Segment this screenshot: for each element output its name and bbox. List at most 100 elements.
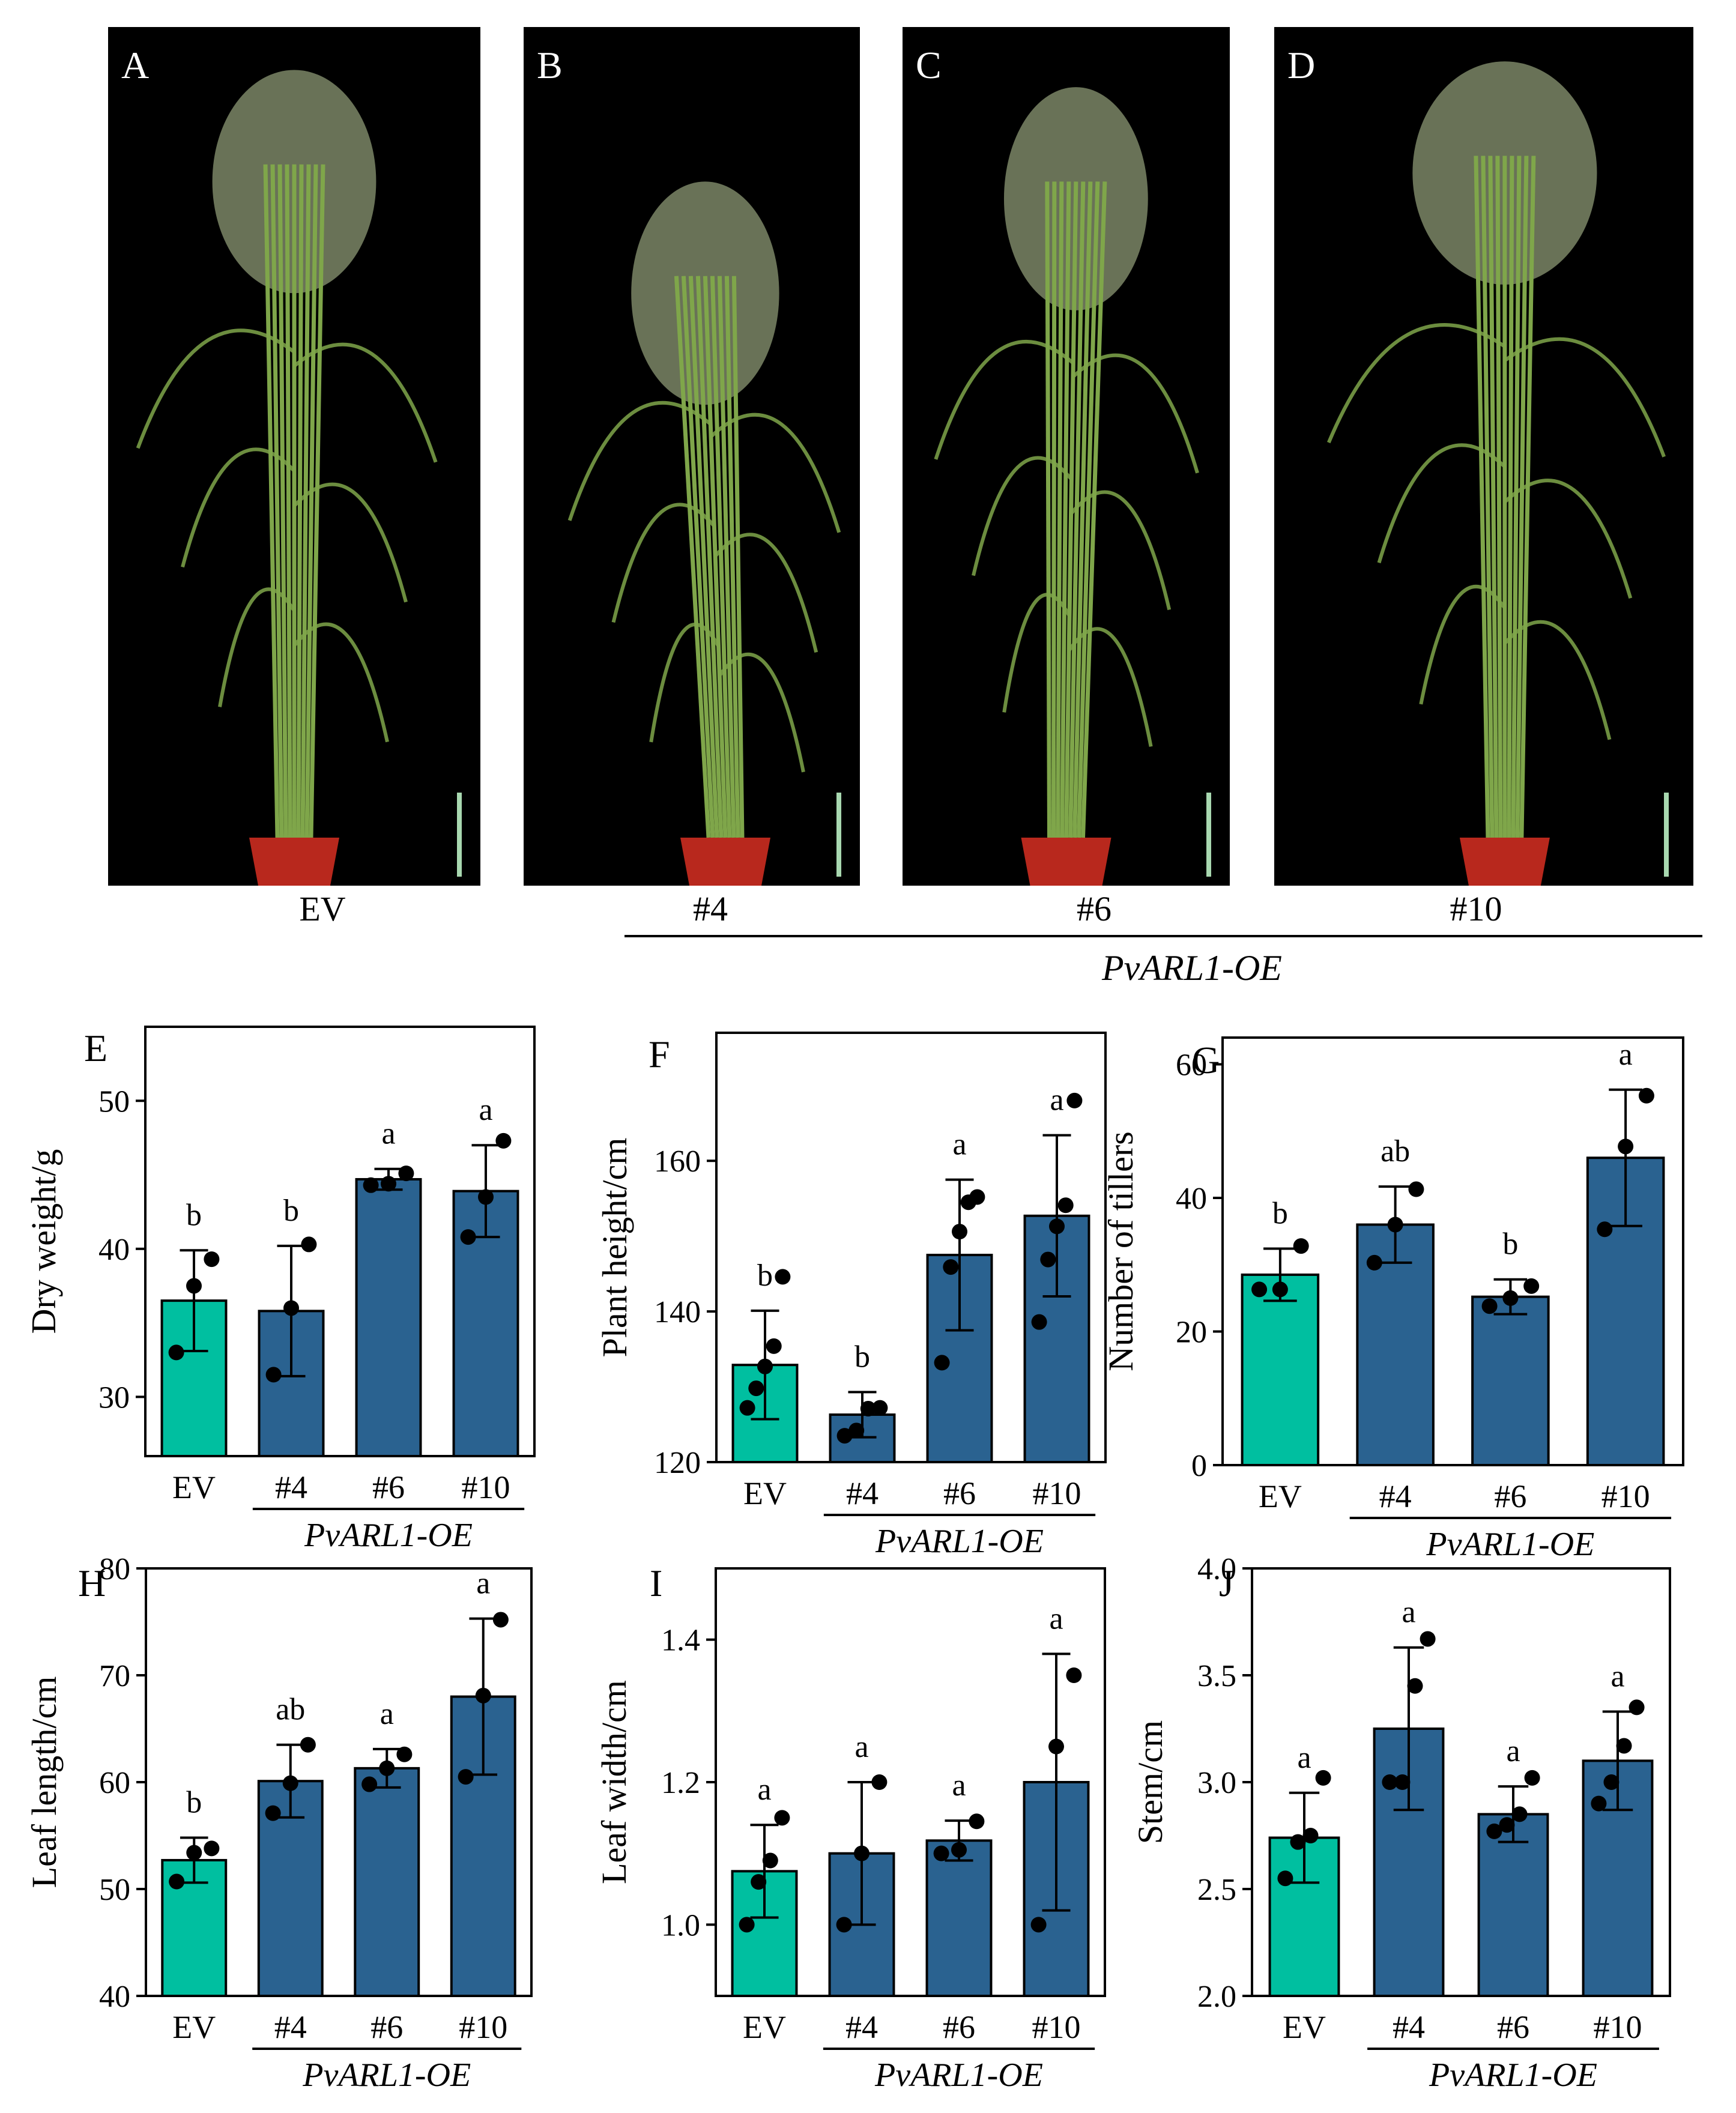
chart-i: Ia a a a 1.0 1.2 1.4 Leaf width/cm EV #4 #6 #10 PvAR… xyxy=(594,1562,1106,2094)
data-point xyxy=(1066,1092,1083,1108)
data-point xyxy=(1511,1806,1528,1822)
data-point xyxy=(969,1189,985,1205)
panel-letter: E xyxy=(84,1027,107,1069)
x-tick-label: #4 xyxy=(1379,1478,1412,1514)
stem-shape xyxy=(1064,181,1078,838)
x-tick-label: #10 xyxy=(462,1469,510,1505)
y-tick-label: 3.5 xyxy=(1197,1659,1236,1693)
data-point xyxy=(282,1775,298,1791)
significance-letter: b xyxy=(283,1194,299,1228)
data-point xyxy=(1618,1138,1634,1155)
data-point xyxy=(1408,1181,1424,1197)
data-point xyxy=(1315,1770,1331,1786)
group-label: PvARL1-OE xyxy=(875,1523,1044,1560)
data-point xyxy=(1048,1738,1064,1755)
y-tick-label: 50 xyxy=(98,1084,130,1119)
data-point xyxy=(1387,1217,1403,1233)
data-point xyxy=(204,1251,220,1268)
x-tick-label: #6 xyxy=(1494,1478,1526,1514)
stem-shape xyxy=(710,276,732,838)
bar-oe-6 xyxy=(354,1767,420,1998)
y-tick-label: 60 xyxy=(99,1766,130,1800)
significance-letter: b xyxy=(1272,1197,1288,1231)
photo-panel-d: D xyxy=(1274,27,1693,886)
stem-shape xyxy=(717,276,736,838)
data-point xyxy=(1523,1278,1540,1294)
stem-shape xyxy=(1515,156,1529,838)
significance-letter: b xyxy=(757,1259,773,1293)
bar-oe-6 xyxy=(1477,1813,1549,1997)
x-tick-label: #6 xyxy=(943,2009,975,2045)
data-point xyxy=(1499,1817,1515,1833)
plot-frame xyxy=(144,1026,536,1457)
x-tick-label: #6 xyxy=(943,1475,976,1511)
photo-genotype-label-d: #10 xyxy=(1450,889,1502,928)
data-point xyxy=(872,1400,888,1416)
data-point xyxy=(1031,1314,1047,1330)
data-point xyxy=(301,1236,317,1253)
photo-genotype-label-c: #6 xyxy=(1077,889,1111,928)
significance-letter: a xyxy=(854,1730,868,1764)
x-tick-label: EV xyxy=(743,2009,786,2045)
data-point xyxy=(1251,1281,1268,1298)
significance-letter: ab xyxy=(276,1693,305,1727)
group-label: PvARL1-OE xyxy=(1426,1526,1594,1563)
data-point xyxy=(1366,1254,1382,1271)
y-axis-label: Leaf length/cm xyxy=(25,1676,64,1888)
stem-shape xyxy=(309,164,325,838)
data-point xyxy=(836,1917,852,1933)
data-point xyxy=(871,1774,888,1790)
y-tick-label: 160 xyxy=(654,1144,701,1179)
stem-shape xyxy=(1068,181,1086,838)
stem-shape xyxy=(681,276,715,838)
y-tick-label: 1.0 xyxy=(661,1908,700,1942)
panel-letter: A xyxy=(121,44,149,86)
data-point xyxy=(458,1769,474,1785)
panel-letter: I xyxy=(650,1562,662,1604)
chart-e: Eb b a a 30 40 50 Dry weight/g EV #4 #6 #10 PvARL1-O… xyxy=(24,1026,536,1554)
data-point xyxy=(1066,1667,1082,1683)
data-point xyxy=(492,1612,509,1628)
stem-shape xyxy=(277,164,288,838)
chart-j: Ja a a a 2.0 2.5 3.0 3.5 4.0 Stem/cm EV #4 #6 #10 PvAR… xyxy=(1131,1552,1671,2094)
data-point xyxy=(1420,1631,1436,1647)
data-point xyxy=(186,1845,202,1861)
data-point xyxy=(265,1367,282,1383)
x-tick-label: #6 xyxy=(370,2009,403,2045)
x-tick-label: EV xyxy=(743,1475,787,1511)
data-point xyxy=(1277,1870,1293,1887)
y-axis-label: Leaf width/cm xyxy=(594,1680,634,1884)
y-tick-label: 40 xyxy=(99,1980,130,2014)
stem-shape xyxy=(1511,156,1522,838)
data-point xyxy=(478,1189,494,1205)
photo-panel-a: A xyxy=(108,27,480,886)
panel-letter: F xyxy=(649,1033,670,1075)
bar-ev xyxy=(1241,1273,1320,1466)
bar-oe-6 xyxy=(1471,1295,1550,1466)
data-point xyxy=(1629,1699,1645,1715)
group-label: PvARL1-OE xyxy=(302,2057,471,2094)
x-tick-label: #10 xyxy=(459,2009,507,2045)
y-tick-label: 70 xyxy=(99,1659,130,1693)
significance-letter: a xyxy=(476,1567,490,1601)
stem-shape xyxy=(1045,181,1051,838)
data-point xyxy=(860,1400,876,1416)
data-point xyxy=(1638,1087,1654,1104)
significance-letter: a xyxy=(380,1697,394,1731)
x-tick-label: EV xyxy=(172,1469,216,1505)
panel-letter: G xyxy=(1192,1039,1220,1081)
y-tick-label: 80 xyxy=(99,1552,130,1586)
data-point xyxy=(300,1737,316,1753)
x-tick-label: EV xyxy=(172,2009,216,2045)
pot-shape xyxy=(1021,838,1111,886)
leaf-shape xyxy=(293,342,438,463)
photo-genotype-labels: EV #4 #6 #10 PvARL1-OE xyxy=(299,889,1702,988)
significance-letter: a xyxy=(952,1128,966,1162)
leaf-shape xyxy=(934,339,1075,460)
y-axis-label: Plant height/cm xyxy=(595,1138,634,1358)
group-label: PvARL1-OE xyxy=(874,2057,1043,2094)
y-tick-label: 2.5 xyxy=(1197,1873,1236,1907)
leaf-shape xyxy=(718,652,805,773)
